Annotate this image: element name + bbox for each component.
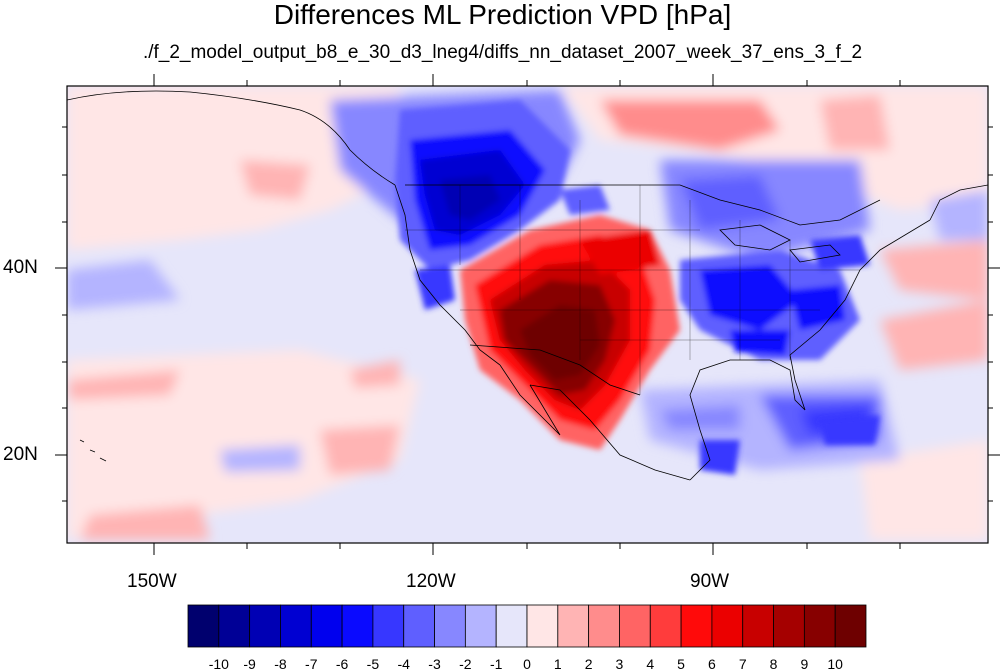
colorbar-swatch	[372, 604, 405, 648]
field-broad-scale	[67, 86, 988, 540]
colorbar-swatch	[310, 604, 343, 648]
colorbar-swatch	[526, 604, 559, 648]
colorbar-swatch	[619, 604, 651, 648]
colorbar-swatch	[834, 604, 867, 648]
state-borders	[405, 185, 860, 395]
colorbar-tick-label: 8	[769, 656, 778, 672]
coastlines	[67, 90, 988, 481]
colorbar-swatch	[187, 604, 220, 648]
colorbar-swatch	[464, 604, 497, 648]
field-fine-scale	[395, 100, 880, 475]
colorbar-tick-label: -10	[208, 656, 229, 672]
lat-label-40n: 40N	[3, 257, 38, 278]
colorbar-swatch	[742, 604, 774, 648]
colorbar-tick-label: -2	[459, 656, 472, 672]
colorbar-tick-label: -3	[428, 656, 441, 672]
colorbar-swatch	[495, 604, 528, 648]
lon-ticks	[153, 74, 901, 555]
colorbar-tick-label: 5	[677, 656, 685, 672]
colorbar-swatch	[649, 604, 682, 648]
colorbar-swatch	[434, 604, 466, 648]
colorbar-tick-label: 7	[738, 656, 747, 672]
colorbar-tick-label: 3	[615, 656, 624, 672]
colorbar-swatch	[218, 604, 251, 648]
colorbar-tick-label: -6	[335, 656, 349, 672]
colorbar-tick-label: 2	[584, 656, 593, 672]
colorbar-tick-label: 10	[827, 656, 843, 672]
colorbar-tick-label: 1	[553, 656, 562, 672]
lat-label-20n: 20N	[3, 444, 38, 465]
colorbar-tick-label: 0	[523, 656, 531, 672]
chart-title: Differences ML Prediction VPD [hPa]	[273, 0, 732, 30]
lat-ticks	[55, 126, 1000, 502]
chart-subtitle: ./f_2_model_output_b8_e_30_d3_lneg4/diff…	[142, 42, 863, 63]
colorbar-tick-label: -1	[489, 656, 503, 672]
colorbar	[187, 604, 867, 648]
colorbar-tick-label: -8	[274, 656, 287, 672]
colorbar-swatch	[557, 604, 590, 648]
colorbar-swatch	[773, 604, 805, 648]
colorbar-swatch	[403, 604, 435, 648]
colorbar-tick-label: 6	[708, 656, 716, 672]
colorbar-tick-label: -9	[243, 656, 256, 672]
colorbar-swatch	[711, 604, 744, 648]
colorbar-swatch	[680, 604, 713, 648]
colorbar-swatch	[803, 604, 836, 648]
lon-label-90w: 90W	[690, 571, 730, 592]
colorbar-swatch	[280, 604, 312, 648]
colorbar-swatch	[249, 604, 281, 648]
colorbar-tick-label: -4	[397, 656, 410, 672]
colorbar-tick-label: 9	[800, 656, 809, 672]
lon-label-150w: 150W	[127, 571, 177, 592]
lon-label-120w: 120W	[406, 571, 456, 592]
colorbar-tick-label: -5	[366, 656, 380, 672]
colorbar-tick-label: 4	[646, 656, 655, 672]
vpd-difference-field	[67, 86, 988, 543]
colorbar-swatch	[341, 604, 374, 648]
colorbar-swatch	[588, 604, 620, 648]
colorbar-tick-label: -7	[305, 656, 318, 672]
